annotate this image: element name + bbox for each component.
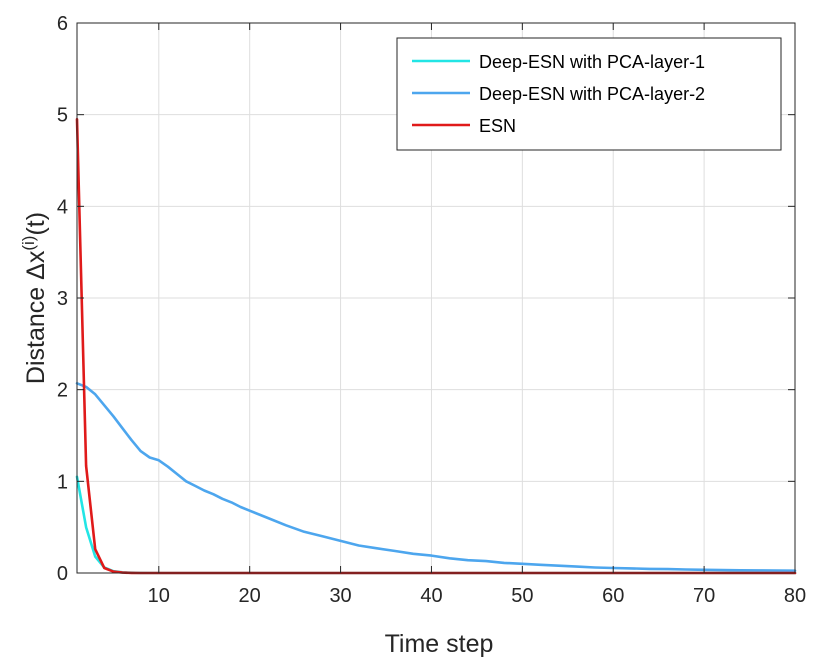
- x-tick-label: 60: [602, 585, 624, 607]
- legend-label-2: Deep-ESN with PCA-layer-2: [479, 84, 705, 104]
- legend-label-1: Deep-ESN with PCA-layer-1: [479, 52, 705, 72]
- y-axis-label-main: Distance Δx: [22, 250, 50, 384]
- y-tick-label: 5: [57, 105, 68, 127]
- tick-marks: [77, 22, 796, 574]
- series-lines: [75, 117, 797, 575]
- series-line-3: [75, 117, 797, 575]
- y-axis-label-suffix: (t): [22, 212, 50, 236]
- y-tick-label: 4: [57, 196, 68, 218]
- series-line-1: [75, 475, 797, 575]
- y-tick-label: 3: [57, 288, 68, 310]
- x-tick-label: 20: [239, 585, 261, 607]
- x-tick-label: 30: [329, 585, 351, 607]
- y-axis-label-superscript: (i): [19, 236, 38, 251]
- x-tick-label: 80: [784, 585, 806, 607]
- x-tick-label: 10: [148, 585, 170, 607]
- legend-label-3: ESN: [479, 116, 516, 136]
- y-tick-label: 1: [57, 471, 68, 493]
- y-tick-label: 6: [57, 13, 68, 35]
- x-tick-labels: 10 20 30 40 50 60 70 80: [148, 585, 806, 607]
- y-axis-label: Distance Δx(i)(t): [19, 212, 50, 384]
- y-tick-labels: 0 1 2 3 4 5 6: [57, 13, 68, 585]
- x-tick-label: 40: [420, 585, 442, 607]
- x-tick-label: 50: [511, 585, 533, 607]
- y-tick-label: 2: [57, 380, 68, 402]
- legend: Deep-ESN with PCA-layer-1 Deep-ESN with P…: [396, 37, 782, 151]
- x-axis-label: Time step: [385, 630, 494, 658]
- series-line-2: [75, 381, 797, 573]
- x-tick-label: 70: [693, 585, 715, 607]
- y-tick-label: 0: [57, 563, 68, 585]
